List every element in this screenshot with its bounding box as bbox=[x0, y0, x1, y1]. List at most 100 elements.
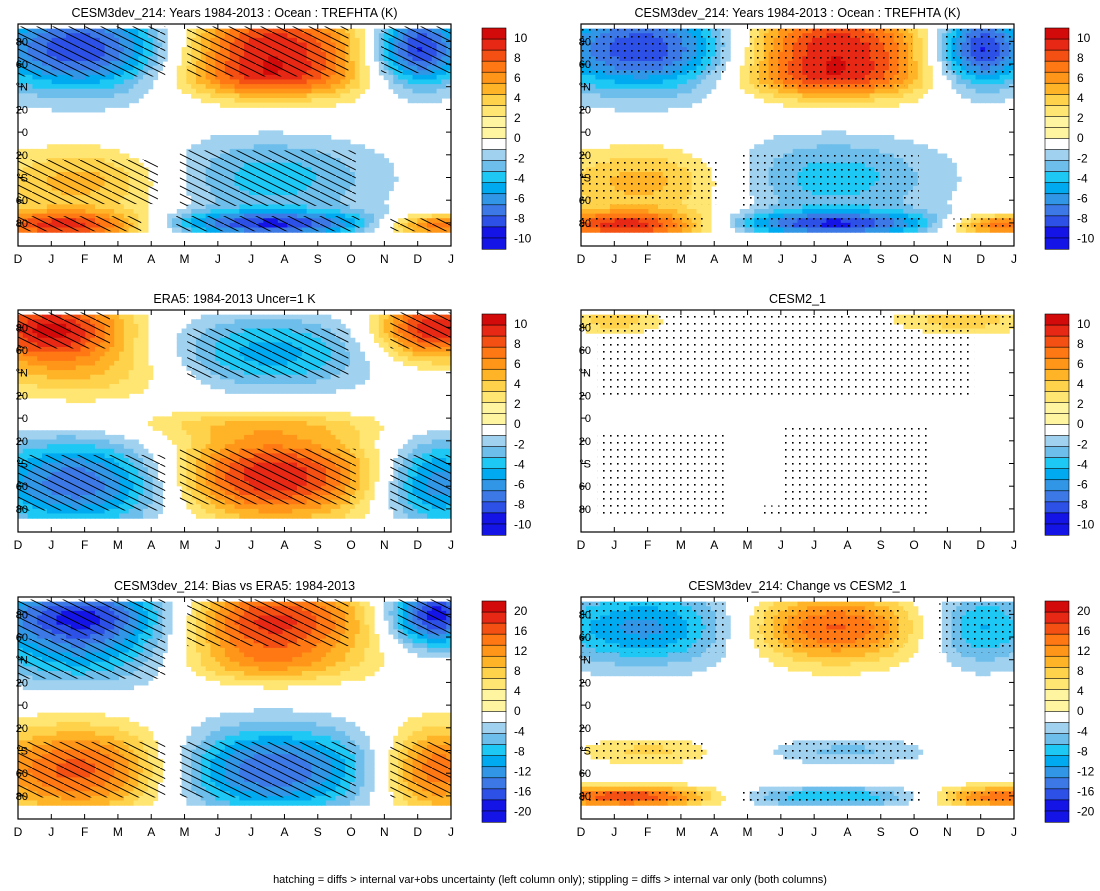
panel-title: CESM3dev_214: Years 1984-2013 : Ocean : … bbox=[634, 6, 960, 20]
colorbar-cell bbox=[1044, 711, 1070, 724]
colorbar: 20 16 12 8 4 0 -4 -8 -12 -16 -20 bbox=[1044, 600, 1095, 823]
colorbar-cell bbox=[1044, 733, 1070, 746]
y-tick-label: 0 bbox=[585, 127, 591, 139]
y-tick-label: 0 bbox=[585, 413, 591, 425]
x-tick-label: J bbox=[1011, 252, 1017, 266]
colorbar-tick-label: -6 bbox=[514, 477, 525, 491]
plot-frame bbox=[580, 596, 1015, 820]
colorbar-cell bbox=[481, 711, 507, 724]
x-tick-label: D bbox=[577, 825, 586, 839]
colorbar-tick-label: 16 bbox=[514, 624, 528, 638]
y-tick-label: 20 bbox=[16, 677, 28, 689]
y-tick-label: 20 bbox=[16, 723, 28, 735]
x-tick-label: S bbox=[314, 538, 322, 552]
colorbar-cell bbox=[481, 160, 507, 173]
hatching-overlay bbox=[18, 312, 451, 511]
x-tick-label: M bbox=[180, 825, 190, 839]
x-tick-label: J bbox=[778, 538, 784, 552]
colorbar-cell bbox=[1044, 744, 1070, 757]
x-tick-label: J bbox=[248, 252, 254, 266]
y-tick-label: °N bbox=[16, 368, 28, 380]
x-tick-label: D bbox=[577, 252, 586, 266]
y-tick-label: 60 bbox=[16, 768, 28, 780]
colorbar-tick-label: 0 bbox=[1077, 417, 1084, 431]
colorbar-tick-label: 6 bbox=[1077, 357, 1084, 371]
colorbar-tick-label: -8 bbox=[514, 744, 525, 758]
x-tick-label: J bbox=[811, 538, 817, 552]
colorbar-cell bbox=[1044, 313, 1070, 326]
x-tick-label: J bbox=[215, 538, 221, 552]
y-tick-label: 60 bbox=[579, 632, 591, 644]
colorbar-tick-label: -10 bbox=[514, 231, 532, 245]
colorbar-cell bbox=[481, 71, 507, 84]
y-tick-label: 20 bbox=[579, 677, 591, 689]
colorbar-cell bbox=[481, 138, 507, 151]
plot-frame bbox=[17, 309, 452, 533]
colorbar-cell bbox=[481, 633, 507, 646]
colorbar-cell bbox=[481, 501, 507, 514]
x-tick-label: N bbox=[943, 252, 952, 266]
colorbar-cell bbox=[1044, 512, 1070, 525]
y-tick-label: 20 bbox=[16, 104, 28, 116]
colorbar-tick-label: 0 bbox=[514, 704, 521, 718]
y-tick-label: 20 bbox=[579, 390, 591, 402]
colorbar-cell bbox=[1044, 666, 1070, 679]
colorbar-tick-label: -16 bbox=[514, 784, 532, 798]
colorbar-tick-label: -12 bbox=[1077, 764, 1095, 778]
colorbar-cell bbox=[1044, 38, 1070, 51]
colorbar-cell bbox=[1044, 424, 1070, 437]
x-tick-label: D bbox=[976, 825, 985, 839]
colorbar-tick-label: 4 bbox=[1077, 91, 1084, 105]
x-tick-label: M bbox=[676, 538, 686, 552]
colorbar-tick-label: 10 bbox=[514, 31, 528, 45]
x-tick-label: M bbox=[743, 538, 753, 552]
x-tick-label: J bbox=[48, 538, 54, 552]
x-tick-label: A bbox=[710, 825, 718, 839]
y-tick-label: °N bbox=[16, 655, 28, 667]
colorbar-cell bbox=[1044, 182, 1070, 195]
x-tick-label: D bbox=[413, 825, 422, 839]
colorbar-cell bbox=[481, 60, 507, 73]
colorbar-cell bbox=[481, 611, 507, 624]
colorbar-cell bbox=[481, 94, 507, 106]
x-tick-label: F bbox=[644, 538, 651, 552]
colorbar-cell bbox=[481, 490, 507, 503]
x-tick-label: O bbox=[346, 825, 355, 839]
y-tick-label: °S bbox=[16, 173, 28, 185]
colorbar-tick-label: -8 bbox=[514, 211, 525, 225]
hatching-overlay bbox=[18, 26, 451, 232]
colorbar-tick-label: 8 bbox=[1077, 664, 1084, 678]
colorbar-cell bbox=[481, 105, 507, 117]
colorbar-cell bbox=[1044, 160, 1070, 173]
x-tick-label: M bbox=[113, 825, 123, 839]
colorbar-cell bbox=[481, 468, 507, 481]
x-tick-label: S bbox=[877, 252, 885, 266]
colorbar-cell bbox=[1044, 193, 1070, 206]
colorbar-cell bbox=[1044, 479, 1070, 492]
panel-title: CESM3dev_214: Bias vs ERA5: 1984-2013 bbox=[114, 579, 355, 593]
x-tick-label: M bbox=[743, 825, 753, 839]
colorbar-tick-label: -10 bbox=[1077, 517, 1095, 531]
x-tick-label: J bbox=[1011, 538, 1017, 552]
y-tick-label: °N bbox=[579, 82, 591, 94]
colorbar-tick-label: 12 bbox=[1077, 644, 1091, 658]
colorbar-cell bbox=[481, 324, 507, 337]
x-tick-label: J bbox=[1011, 825, 1017, 839]
colorbar-tick-label: -4 bbox=[1077, 724, 1088, 738]
colorbar-cell bbox=[1044, 138, 1070, 151]
x-tick-label: J bbox=[215, 252, 221, 266]
colorbar-cell bbox=[1044, 799, 1070, 812]
colorbar-cell bbox=[481, 810, 507, 823]
colorbar-tick-label: -10 bbox=[514, 517, 532, 531]
colorbar-tick-label: 8 bbox=[514, 664, 521, 678]
colorbar-cell bbox=[481, 479, 507, 492]
y-tick-label: 60 bbox=[16, 195, 28, 207]
colorbar-cell bbox=[481, 127, 507, 140]
colorbar-cell bbox=[1044, 237, 1070, 250]
y-tick-label: 60 bbox=[579, 195, 591, 207]
colorbar-cell bbox=[1044, 755, 1070, 768]
colorbar-tick-label: 4 bbox=[1077, 684, 1084, 698]
colorbar-tick-label: -6 bbox=[514, 191, 525, 205]
panel-title: ERA5: 1984-2013 Uncer=1 K bbox=[153, 292, 316, 306]
colorbar-tick-label: 20 bbox=[514, 604, 528, 618]
